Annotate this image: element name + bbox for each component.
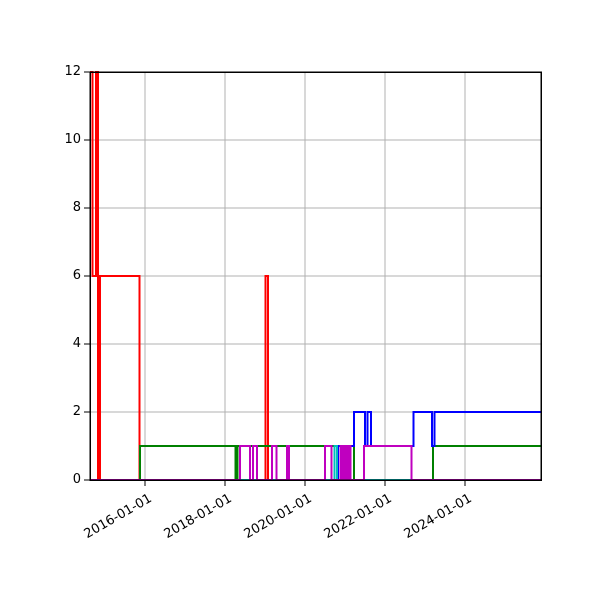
y-tick-label: 12 [64, 64, 81, 79]
red-series [90, 71, 541, 481]
y-tick-label: 10 [64, 132, 81, 147]
y-tick-label: 6 [72, 268, 81, 283]
y-tick-label: 8 [72, 200, 81, 215]
cyan-series [90, 445, 541, 481]
green-series [90, 445, 541, 481]
y-tick-label: 2 [72, 404, 81, 419]
magenta-series [90, 445, 541, 481]
y-tick-label: 4 [72, 336, 81, 351]
y-tick-label: 0 [72, 472, 81, 487]
